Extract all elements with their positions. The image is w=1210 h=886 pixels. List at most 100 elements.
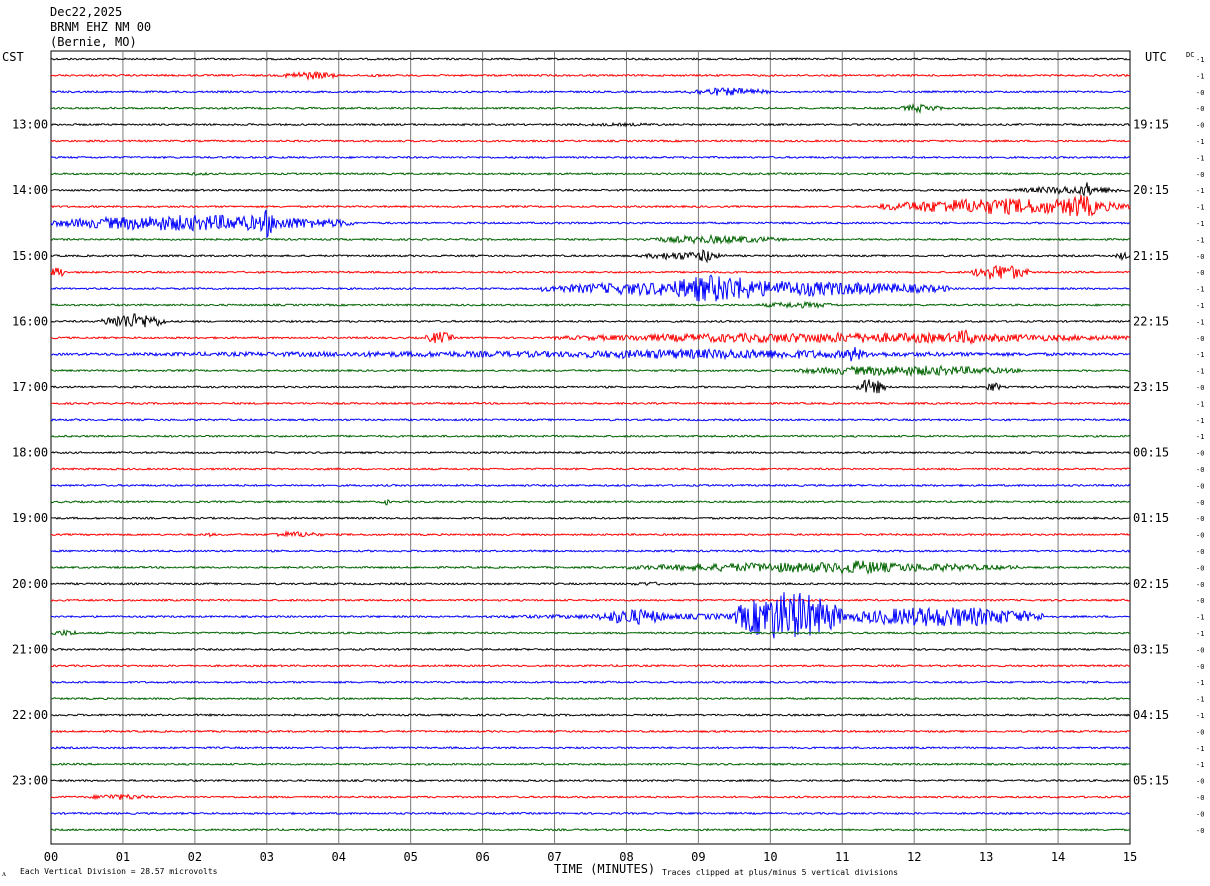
x-tick-label: 13: [979, 850, 993, 864]
trace-line: [50, 329, 1131, 346]
trace-line: [50, 628, 1131, 637]
trace-line: [50, 274, 1131, 302]
left-timezone-label: CST: [2, 50, 24, 64]
dc-offset-label: -1: [1196, 745, 1204, 753]
trace-line: [50, 182, 1131, 197]
dc-offset-label: -1: [1196, 318, 1204, 326]
trace-line: [50, 530, 1131, 538]
x-tick-label: 08: [619, 850, 633, 864]
cst-hour-label: 17:00: [12, 380, 48, 394]
x-tick-label: 04: [332, 850, 346, 864]
dc-offset-label: -0: [1196, 581, 1204, 589]
trace-line: [50, 680, 1131, 685]
dc-offset-label: -1: [1196, 614, 1204, 622]
seismic-traces: [50, 57, 1131, 832]
trace-line: [50, 746, 1131, 750]
cst-hour-label: 18:00: [12, 446, 48, 460]
trace-line: [50, 264, 1131, 280]
trace-line: [51, 434, 1131, 438]
x-axis-label: TIME (MINUTES): [554, 862, 655, 876]
dc-offset-label: -0: [1196, 564, 1204, 572]
utc-hour-label: 00:15: [1133, 446, 1169, 460]
trace-line: [50, 233, 1131, 245]
trace-line: [50, 778, 1131, 783]
cst-hour-label: 19:00: [12, 511, 48, 525]
dc-offset-label: -1: [1196, 138, 1204, 146]
dc-offset-label: -0: [1196, 728, 1204, 736]
utc-hour-label: 04:15: [1133, 708, 1169, 722]
scale-note: Each Vertical Division = 28.57 microvolt…: [20, 867, 218, 876]
trace-line: [50, 364, 1131, 378]
x-tick-labels: 00 01 02 03 04 05 06 07 08 09 10 11 12 13 14 15: [44, 850, 1137, 864]
dc-offset-label: -0: [1196, 450, 1204, 458]
dc-offset-label: -0: [1196, 827, 1204, 835]
cst-hour-labels: 13:00 14:00 15:00 16:00 17:00 18:00 19:00 20:00…: [12, 118, 48, 788]
dc-offset-label: -0: [1196, 646, 1204, 654]
trace-line: [50, 209, 1131, 239]
x-tick-label: 07: [547, 850, 561, 864]
trace-line: [50, 171, 1131, 176]
x-tick-label: 01: [116, 850, 130, 864]
dc-offset-label: -1: [1196, 696, 1204, 704]
trace-line: [50, 249, 1131, 264]
clip-note: Traces clipped at plus/minus 5 vertical …: [662, 868, 898, 877]
trace-line: [50, 663, 1131, 668]
trace-line: [50, 483, 1131, 488]
dc-offset-label: -1: [1196, 56, 1204, 64]
dc-offset-label: -1: [1196, 351, 1204, 359]
dc-offset-label: -1: [1196, 630, 1204, 638]
trace-line: [50, 300, 1131, 309]
trace-line: [50, 57, 1131, 61]
utc-hour-label: 01:15: [1133, 511, 1169, 525]
x-tick-label: 09: [691, 850, 705, 864]
dc-offset-label: -0: [1196, 515, 1204, 523]
dc-offset-label: -1: [1196, 368, 1204, 376]
dc-offset-label: -0: [1196, 171, 1204, 179]
trace-line: [50, 549, 1131, 553]
trace-line: [50, 139, 1131, 143]
time-grid: [50, 50, 1131, 845]
dc-offset-label: -0: [1196, 384, 1204, 392]
utc-hour-label: 03:15: [1133, 642, 1169, 656]
dc-offset-label: -0: [1196, 89, 1204, 97]
dc-offset-label: -1: [1196, 236, 1204, 244]
trace-line: [50, 713, 1131, 717]
dc-offset-label: -1: [1196, 679, 1204, 687]
x-tick-label: 15: [1123, 850, 1137, 864]
station-label: BRNM EHZ NM 00: [50, 20, 151, 34]
x-tick-label: 00: [44, 850, 58, 864]
dc-offset-label: -1: [1196, 154, 1204, 162]
utc-hour-label: 19:15: [1133, 118, 1169, 132]
dc-offset-label: -0: [1196, 794, 1204, 802]
dc-offset-label: -0: [1196, 253, 1204, 261]
dc-offset-label: -0: [1196, 122, 1204, 130]
x-tick-label: 03: [260, 850, 274, 864]
cst-hour-label: 14:00: [12, 183, 48, 197]
dc-offset-label: -0: [1196, 597, 1204, 605]
utc-hour-label: 20:15: [1133, 183, 1169, 197]
trace-line: [50, 827, 1131, 832]
trace-line: [50, 581, 1131, 586]
trace-line: [50, 194, 1131, 217]
utc-hour-label: 21:15: [1133, 249, 1169, 263]
dc-offset-label: -0: [1196, 466, 1204, 474]
x-tick-label: 02: [188, 850, 202, 864]
trace-line: [51, 516, 1131, 521]
cst-hour-label: 22:00: [12, 708, 48, 722]
dc-offset-label: -1: [1196, 400, 1204, 408]
trace-line: [50, 592, 1131, 639]
trace-line: [50, 346, 1131, 362]
trace-line: [50, 417, 1131, 422]
dc-offset-label: -1: [1196, 72, 1204, 80]
dc-offset-label: -0: [1196, 548, 1204, 556]
cst-hour-label: 20:00: [12, 577, 48, 591]
trace-line: [50, 696, 1131, 701]
trace-line: [50, 379, 1131, 394]
cst-hour-label: 23:00: [12, 774, 48, 788]
dc-offset-label: -0: [1196, 499, 1204, 507]
x-tick-label: 10: [763, 850, 777, 864]
trace-line: [50, 729, 1131, 734]
trace-line: [50, 762, 1131, 767]
dc-offset-label: -1: [1196, 220, 1204, 228]
